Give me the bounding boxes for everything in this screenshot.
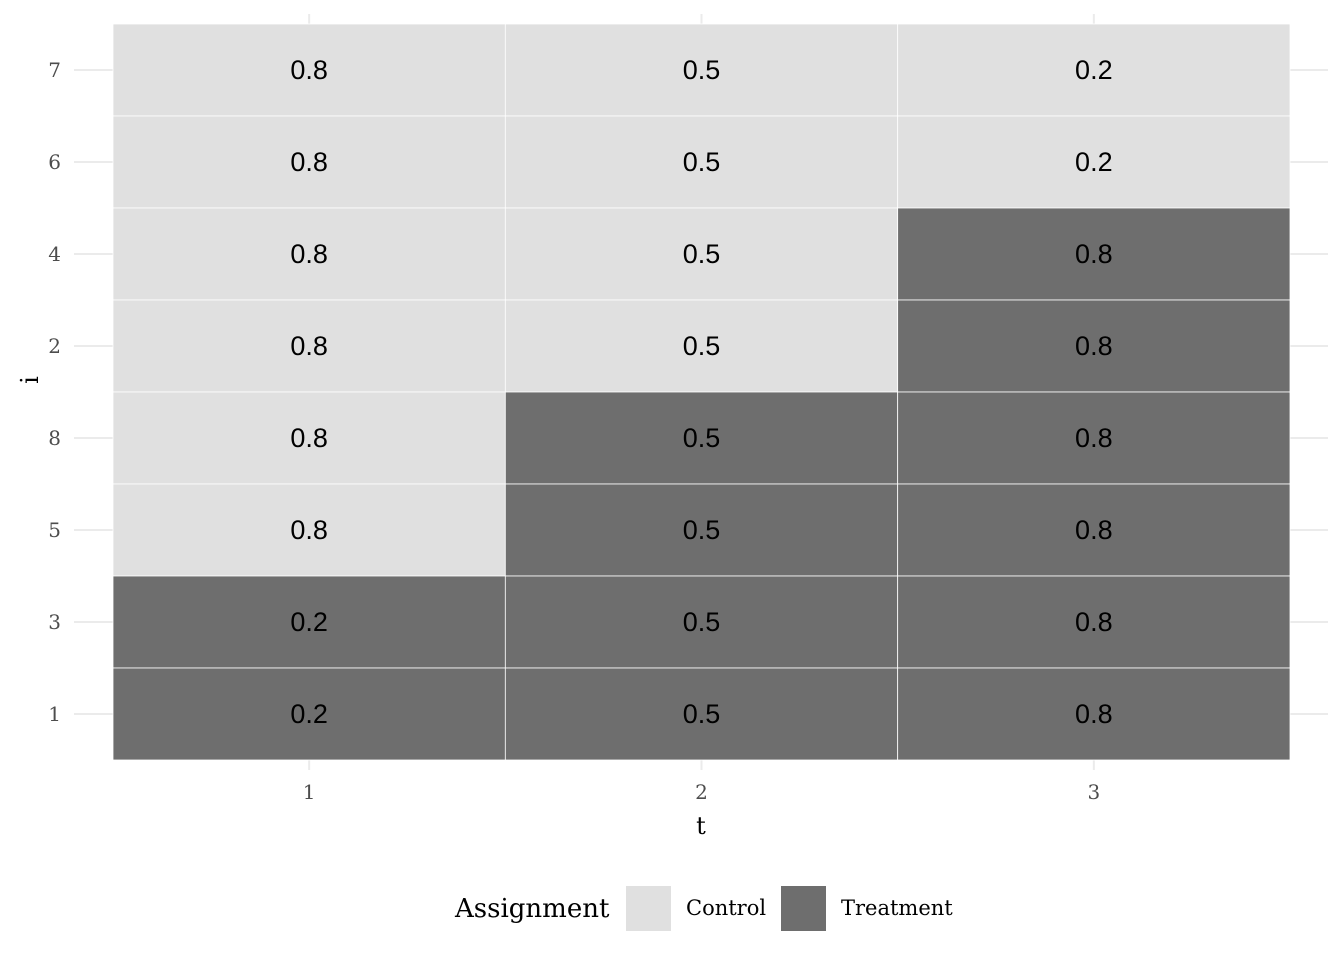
cell-value-label: 0.8 (1075, 607, 1113, 637)
cell-value-label: 0.8 (1075, 239, 1113, 269)
cell-value-label: 0.8 (1075, 699, 1113, 729)
y-axis-ticks: 1 3 5 8 2 4 6 7 (48, 58, 61, 726)
y-axis-title: i (16, 376, 44, 384)
legend-swatch-control (626, 886, 671, 931)
cell-value-label: 0.8 (1075, 515, 1113, 545)
heatmap-cell (112, 23, 506, 117)
heatmap-cell (897, 575, 1291, 669)
y-tick-label: 4 (48, 242, 61, 266)
cell-value-label: 0.5 (683, 239, 721, 269)
heatmap-cell (504, 483, 899, 577)
cell-value-label: 0.2 (290, 607, 328, 637)
x-tick-label: 1 (303, 780, 316, 804)
heatmap-cell (112, 667, 506, 761)
heatmap-cell (897, 207, 1291, 301)
heatmap-cell (504, 299, 899, 393)
cell-value-label: 0.8 (1075, 331, 1113, 361)
heatmap-cell (504, 391, 899, 485)
heatmap-cell (897, 115, 1291, 209)
heatmap-cells (112, 23, 1291, 761)
heatmap-cell (897, 483, 1291, 577)
cell-value-label: 0.8 (290, 331, 328, 361)
heatmap-cell (897, 23, 1291, 117)
y-tick-label: 6 (48, 150, 61, 174)
cell-value-label: 0.8 (290, 147, 328, 177)
y-tick-label: 1 (48, 702, 61, 726)
heatmap-cell (504, 115, 899, 209)
cell-value-label: 0.2 (1075, 147, 1113, 177)
cell-value-label: 0.5 (683, 607, 721, 637)
y-tick-label: 7 (48, 58, 61, 82)
heatmap-cell (112, 299, 506, 393)
cell-value-label: 0.5 (683, 331, 721, 361)
legend-label-treatment: Treatment (841, 896, 953, 920)
legend-title: Assignment (454, 894, 610, 924)
heatmap-cell (504, 23, 899, 117)
x-tick-label: 3 (1087, 780, 1100, 804)
cell-value-label: 0.8 (1075, 423, 1113, 453)
cell-value-label: 0.8 (290, 423, 328, 453)
heatmap-cell (897, 299, 1291, 393)
cell-value-label: 0.2 (290, 699, 328, 729)
heatmap-cell (897, 391, 1291, 485)
legend-swatch-treatment (781, 886, 826, 931)
cell-value-label: 0.8 (290, 515, 328, 545)
x-axis-title: t (696, 812, 706, 840)
x-tick-label: 2 (695, 780, 708, 804)
cell-value-label: 0.5 (683, 55, 721, 85)
cell-value-label: 0.2 (1075, 55, 1113, 85)
heatmap-cell (112, 207, 506, 301)
heatmap-cell (112, 483, 506, 577)
cell-value-label: 0.8 (290, 55, 328, 85)
y-tick-label: 2 (48, 334, 61, 358)
legend-label-control: Control (686, 896, 766, 920)
cell-value-label: 0.5 (683, 147, 721, 177)
cell-value-label: 0.5 (683, 699, 721, 729)
cell-value-label: 0.5 (683, 515, 721, 545)
y-tick-label: 8 (48, 426, 61, 450)
y-tick-label: 3 (48, 610, 61, 634)
cell-value-label: 0.8 (290, 239, 328, 269)
heatmap-cell (504, 667, 899, 761)
legend: Assignment Control Treatment (454, 886, 953, 931)
heatmap-cell (112, 575, 506, 669)
heatmap-cell (504, 575, 899, 669)
heatmap-cell (112, 391, 506, 485)
y-tick-label: 5 (48, 518, 61, 542)
cell-value-label: 0.5 (683, 423, 721, 453)
heatmap-cell (112, 115, 506, 209)
cell-labels: 0.8 0.5 0.2 0.8 0.5 0.2 0.8 0.5 0.8 0.8 0.5 0.8 0.8 0… (290, 55, 1112, 729)
heatmap-cell (897, 667, 1291, 761)
x-axis-ticks: 1 2 3 (303, 780, 1100, 804)
